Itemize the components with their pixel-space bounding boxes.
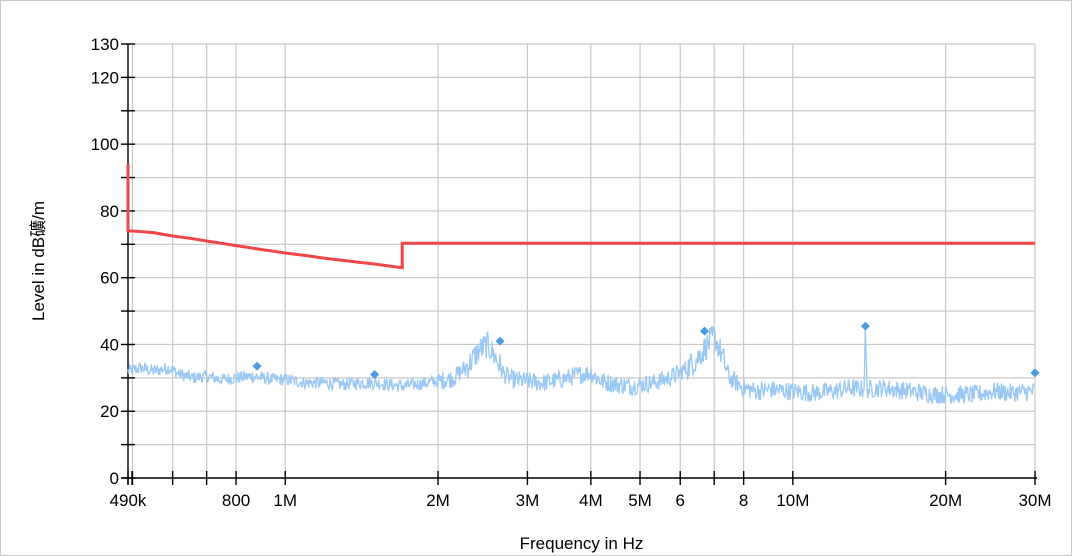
x-tick-label: 800: [222, 491, 250, 510]
series-layer: [126, 164, 1040, 405]
limit-line: [126, 164, 1035, 270]
peak-marker: [860, 321, 870, 331]
peak-marker: [495, 336, 505, 346]
x-axis-title: Frequency in Hz: [520, 534, 644, 553]
peak-marker: [370, 370, 380, 380]
y-tick-label: 40: [100, 335, 119, 354]
peak-marker: [1030, 368, 1040, 378]
y-tick-label: 60: [100, 269, 119, 288]
peak-marker: [252, 361, 262, 371]
measurement-trace: [127, 325, 1036, 405]
x-tick-label: 3M: [516, 491, 540, 510]
y-tick-label: 100: [91, 135, 119, 154]
x-tick-label: 4M: [579, 491, 603, 510]
y-tick-label: 20: [100, 402, 119, 421]
x-tick-label: 2M: [426, 491, 450, 510]
peak-marker: [700, 326, 710, 336]
x-tick-label: 1M: [273, 491, 297, 510]
y-tick-label: 0: [110, 469, 119, 488]
y-axis-title: Level in dB礦/m: [29, 201, 48, 321]
x-tick-label: 5M: [628, 491, 652, 510]
axes: [121, 43, 1037, 485]
x-tick-label: 20M: [929, 491, 962, 510]
x-tick-label: 490k: [110, 491, 147, 510]
y-tick-label: 80: [100, 202, 119, 221]
x-tick-label: 10M: [776, 491, 809, 510]
y-tick-label: 120: [91, 68, 119, 87]
x-tick-label: 30M: [1018, 491, 1051, 510]
x-tick-label: 8: [739, 491, 748, 510]
x-tick-label: 6: [675, 491, 684, 510]
y-tick-label: 130: [91, 35, 119, 54]
grid-lines: [128, 43, 1036, 478]
tick-labels: 490k 800 1M 2M 3M 4M 5M 6 8 10M 20M 30M 0 20 40 60 80 100…: [91, 35, 1052, 510]
